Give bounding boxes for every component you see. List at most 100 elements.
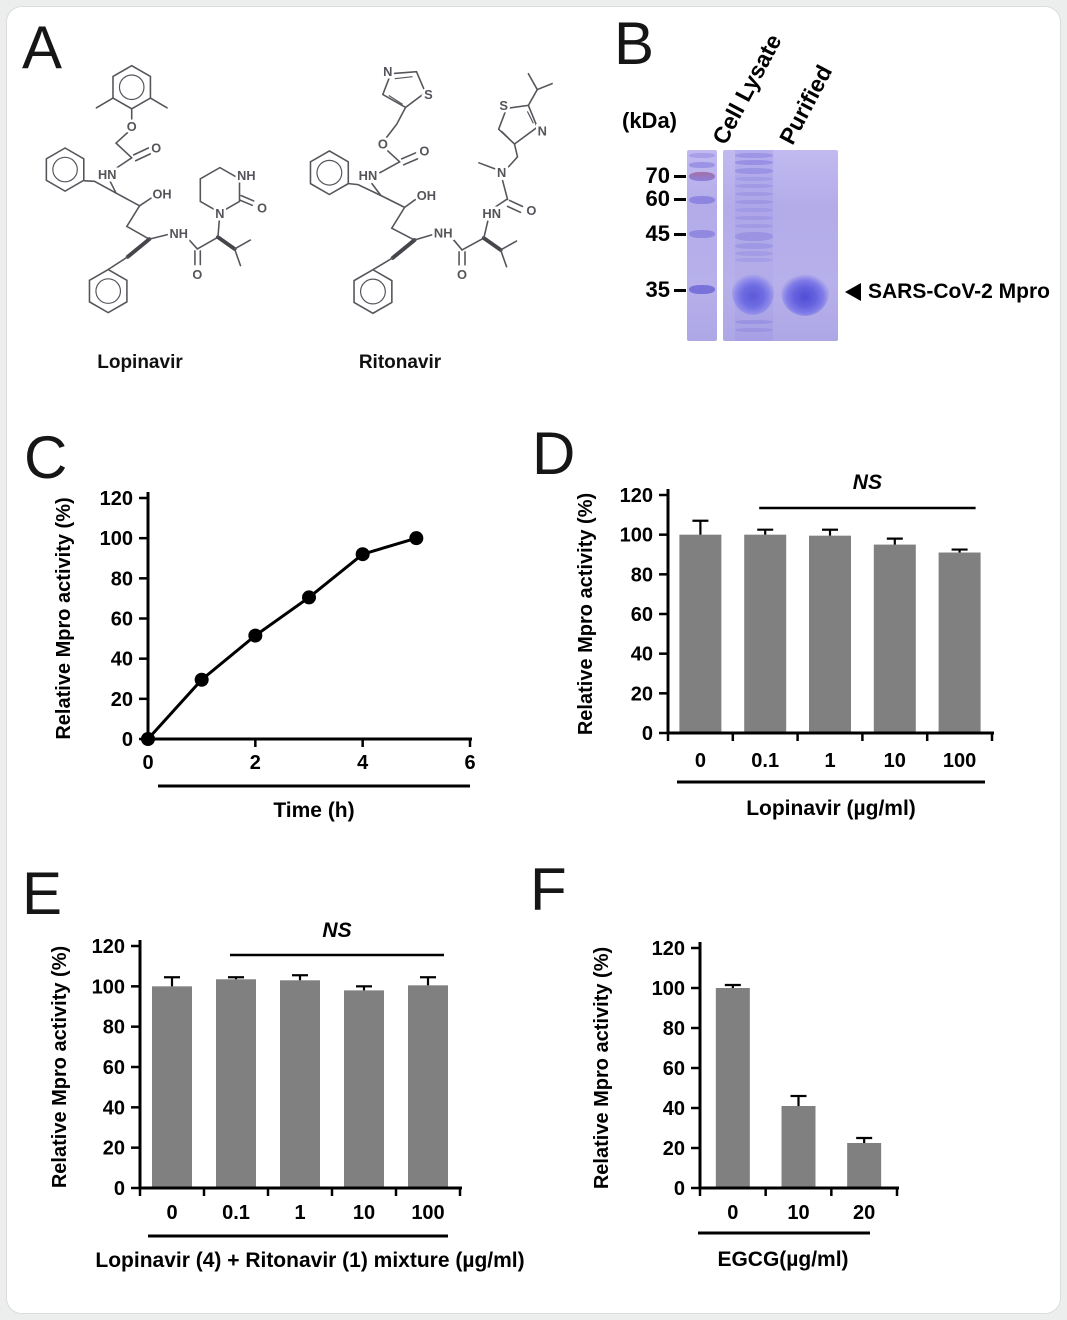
x-axis-label: Lopinavir (µg/ml) xyxy=(746,797,916,820)
atom-label: O xyxy=(457,267,467,282)
atom-label: OH xyxy=(417,188,436,203)
bar xyxy=(408,985,448,1188)
atom-label: N xyxy=(383,64,392,79)
y-tick-label: 100 xyxy=(652,978,685,1000)
x-tick-label: 0.1 xyxy=(751,750,779,772)
y-tick-label: 100 xyxy=(100,528,133,550)
y-axis-label: Relative Mpro activity (%) xyxy=(575,493,597,735)
x-tick-label: 1 xyxy=(824,750,835,772)
x-tick-label: 0 xyxy=(695,750,706,772)
y-tick-label: 120 xyxy=(652,938,685,960)
bar xyxy=(152,986,192,1188)
atom-label: HN xyxy=(98,167,116,182)
molecule-name-ritonavir: Ritonavir xyxy=(358,352,442,373)
y-tick-label: 80 xyxy=(111,568,133,590)
atom-label: S xyxy=(499,98,508,113)
gel-marker-70: 70 xyxy=(645,163,670,188)
atom-label: HN xyxy=(359,168,378,183)
gel-arrowhead-icon xyxy=(845,283,861,301)
y-axis-label: Relative Mpro activity (%) xyxy=(591,947,613,1189)
x-tick-label: 10 xyxy=(787,1202,809,1224)
gel-lane-label-cell-lysate: Cell Lysate xyxy=(706,29,787,149)
gel-kda-label: (kDa) xyxy=(622,108,678,133)
x-tick-label: 0.1 xyxy=(222,1202,250,1224)
x-tick-label: 0 xyxy=(142,752,153,774)
y-tick-label: 20 xyxy=(111,689,133,711)
y-tick-label: 60 xyxy=(663,1058,685,1080)
bar xyxy=(938,552,981,733)
x-tick-label: 100 xyxy=(943,750,976,772)
atom-label: O xyxy=(257,200,267,215)
data-line xyxy=(146,536,417,741)
atom-label: N xyxy=(215,206,224,221)
gel-marker-tick xyxy=(674,174,686,178)
atom-label: O xyxy=(419,143,429,158)
y-tick-label: 20 xyxy=(663,1138,685,1160)
y-tick-label: 0 xyxy=(642,723,653,745)
atom-label: N xyxy=(538,124,547,139)
atom-label: O xyxy=(192,267,202,282)
bar xyxy=(781,1106,816,1188)
gel-marker-35: 35 xyxy=(645,277,670,302)
chart-f-bar: 0 10 20 0 20 40 60 80 100 120 EGCG(µg/ml) Relative … xyxy=(591,938,899,1271)
panel-e-label: E xyxy=(22,860,63,927)
y-tick-label: 40 xyxy=(111,649,133,671)
bar xyxy=(679,534,722,733)
bar xyxy=(847,1143,882,1188)
ritonavir-structure: N S O O HN OH NH O HN O N S N xyxy=(309,62,553,315)
y-tick-label: 80 xyxy=(631,564,653,586)
chart-d-bar: 0 0.1 1 10 100 NS 0 20 40 60 80 100 120 Lopinavir (µg… xyxy=(575,471,994,820)
atom-label: O xyxy=(151,141,161,156)
y-tick-label: 120 xyxy=(620,485,653,507)
panel-b-label: B xyxy=(614,10,655,77)
x-tick-label: 4 xyxy=(357,752,369,774)
bar xyxy=(280,980,320,1188)
atom-label: N xyxy=(497,165,506,180)
gel-ladder-lane xyxy=(687,150,717,341)
x-tick-label: 20 xyxy=(853,1202,875,1224)
x-tick-label: 10 xyxy=(353,1202,375,1224)
y-tick-label: 20 xyxy=(631,683,653,705)
bar xyxy=(715,988,750,1188)
atom-label: HN xyxy=(482,206,501,221)
gel-marker-tick xyxy=(674,197,686,201)
y-tick-label: 0 xyxy=(122,729,133,751)
lopinavir-structure: O O HN OH NH O N NH O xyxy=(45,64,270,314)
y-tick-label: 100 xyxy=(92,976,125,998)
data-point xyxy=(409,531,424,546)
atom-label: NH xyxy=(170,226,188,241)
panel-f-label: F xyxy=(530,856,567,923)
data-point xyxy=(248,628,263,643)
x-tick-label: 0 xyxy=(727,1202,738,1224)
y-axis-label: Relative Mpro activity (%) xyxy=(49,946,71,1188)
y-tick-label: 0 xyxy=(114,1178,125,1200)
atom-label: OH xyxy=(153,187,172,202)
y-tick-label: 60 xyxy=(631,604,653,626)
bar xyxy=(744,534,787,733)
y-tick-label: 40 xyxy=(631,644,653,666)
bar xyxy=(344,990,384,1188)
y-tick-label: 120 xyxy=(92,936,125,958)
atom-label: O xyxy=(127,119,137,134)
atom-label: NH xyxy=(434,226,453,241)
x-axis-label: EGCG(µg/ml) xyxy=(717,1248,848,1271)
x-tick-label: 6 xyxy=(464,752,475,774)
atom-label: NH xyxy=(237,168,255,183)
gel-annotation: SARS-CoV-2 Mpro xyxy=(868,280,1051,303)
y-tick-label: 60 xyxy=(103,1057,125,1079)
data-point xyxy=(302,590,316,605)
bar xyxy=(873,544,916,733)
x-axis-label: Time (h) xyxy=(273,799,354,822)
y-tick-label: 80 xyxy=(103,1017,125,1039)
panel-d-label: D xyxy=(532,420,576,487)
ns-label: NS xyxy=(322,919,351,942)
ns-label: NS xyxy=(853,471,882,494)
gel-marker-60: 60 xyxy=(645,186,670,211)
data-point xyxy=(194,672,209,687)
y-tick-label: 80 xyxy=(663,1018,685,1040)
y-tick-label: 120 xyxy=(100,488,133,510)
x-axis-label: Lopinavir (4) + Ritonavir (1) mixture (µ… xyxy=(95,1249,524,1272)
y-tick-label: 20 xyxy=(103,1138,125,1160)
